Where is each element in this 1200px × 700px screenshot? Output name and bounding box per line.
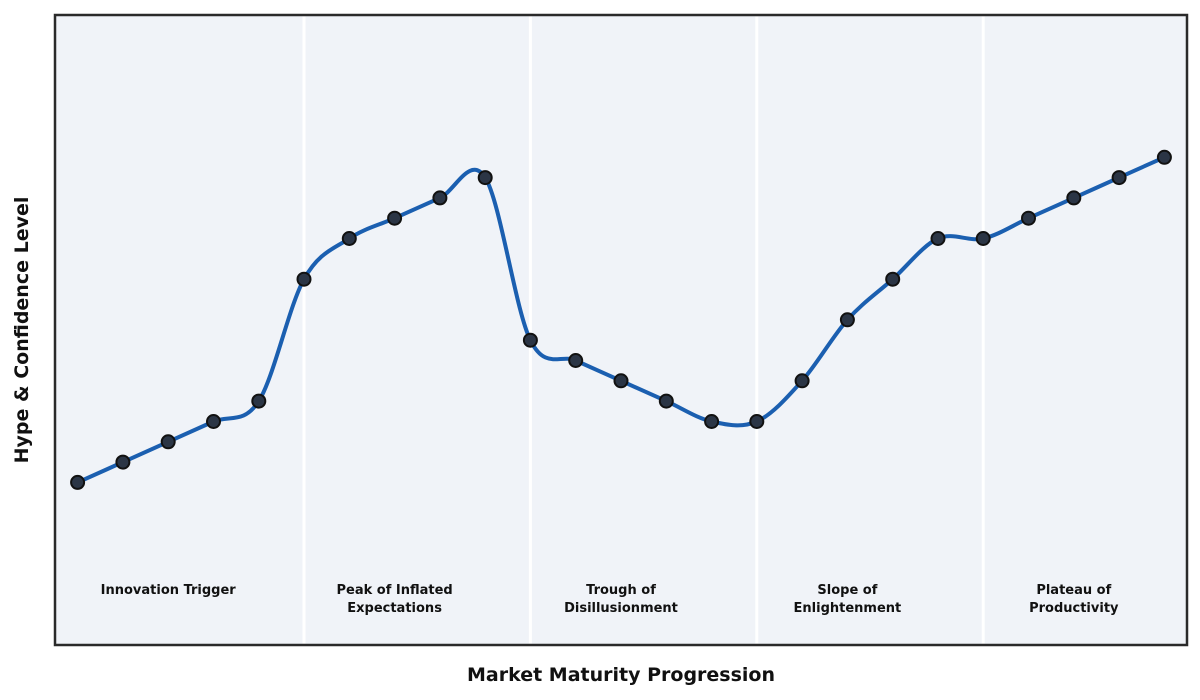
data-point <box>70 474 86 490</box>
data-point <box>975 231 991 246</box>
phase-label: Innovation Trigger <box>101 583 237 598</box>
data-point <box>1111 170 1127 186</box>
data-point <box>658 393 674 409</box>
data-point <box>432 190 448 206</box>
data-point <box>522 332 538 348</box>
data-point <box>341 231 357 246</box>
data-point <box>251 393 267 409</box>
data-point <box>296 271 312 287</box>
data-point <box>839 312 855 328</box>
data-point <box>794 373 810 389</box>
data-point <box>613 373 629 389</box>
data-point <box>1156 149 1172 165</box>
data-point <box>1021 210 1036 226</box>
data-point <box>115 454 131 470</box>
data-point <box>930 231 946 246</box>
data-point <box>206 414 221 429</box>
phase-label: Plateau of Productivity <box>1029 583 1119 616</box>
data-point <box>387 210 403 226</box>
phase-label: Peak of Inflated Expectations <box>336 583 452 616</box>
x-axis-label: Market Maturity Progression <box>467 664 775 686</box>
phase-dividers <box>302 16 985 644</box>
phase-label: Slope of Enlightenment <box>794 583 902 616</box>
phase-labels: Innovation Trigger Peak of Inflated Expect… <box>101 583 1119 616</box>
data-point <box>1066 190 1082 206</box>
plot-border <box>53 13 1189 647</box>
data-points <box>70 149 1172 490</box>
data-point <box>477 170 493 186</box>
data-point <box>160 434 176 450</box>
phase-label: Trough of Disillusionment <box>564 583 678 616</box>
data-point <box>749 414 765 429</box>
hype-curve <box>75 155 1167 485</box>
y-axis-label: Hype & Confidence Level <box>11 197 33 464</box>
data-point <box>704 414 720 429</box>
data-point <box>885 271 901 287</box>
plot-area <box>55 15 1187 645</box>
data-point <box>568 353 584 368</box>
